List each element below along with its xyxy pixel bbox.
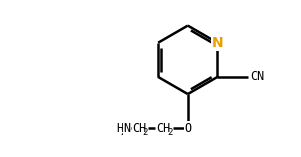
Text: O: O — [184, 122, 191, 135]
Text: H: H — [116, 122, 123, 135]
Text: N: N — [123, 122, 131, 135]
Text: 2: 2 — [143, 128, 148, 137]
Text: CN: CN — [250, 70, 264, 83]
Text: 2: 2 — [167, 128, 172, 137]
Text: CH: CH — [132, 122, 147, 135]
Text: CH: CH — [157, 122, 171, 135]
Text: N: N — [212, 36, 223, 50]
Text: 2: 2 — [120, 128, 126, 137]
